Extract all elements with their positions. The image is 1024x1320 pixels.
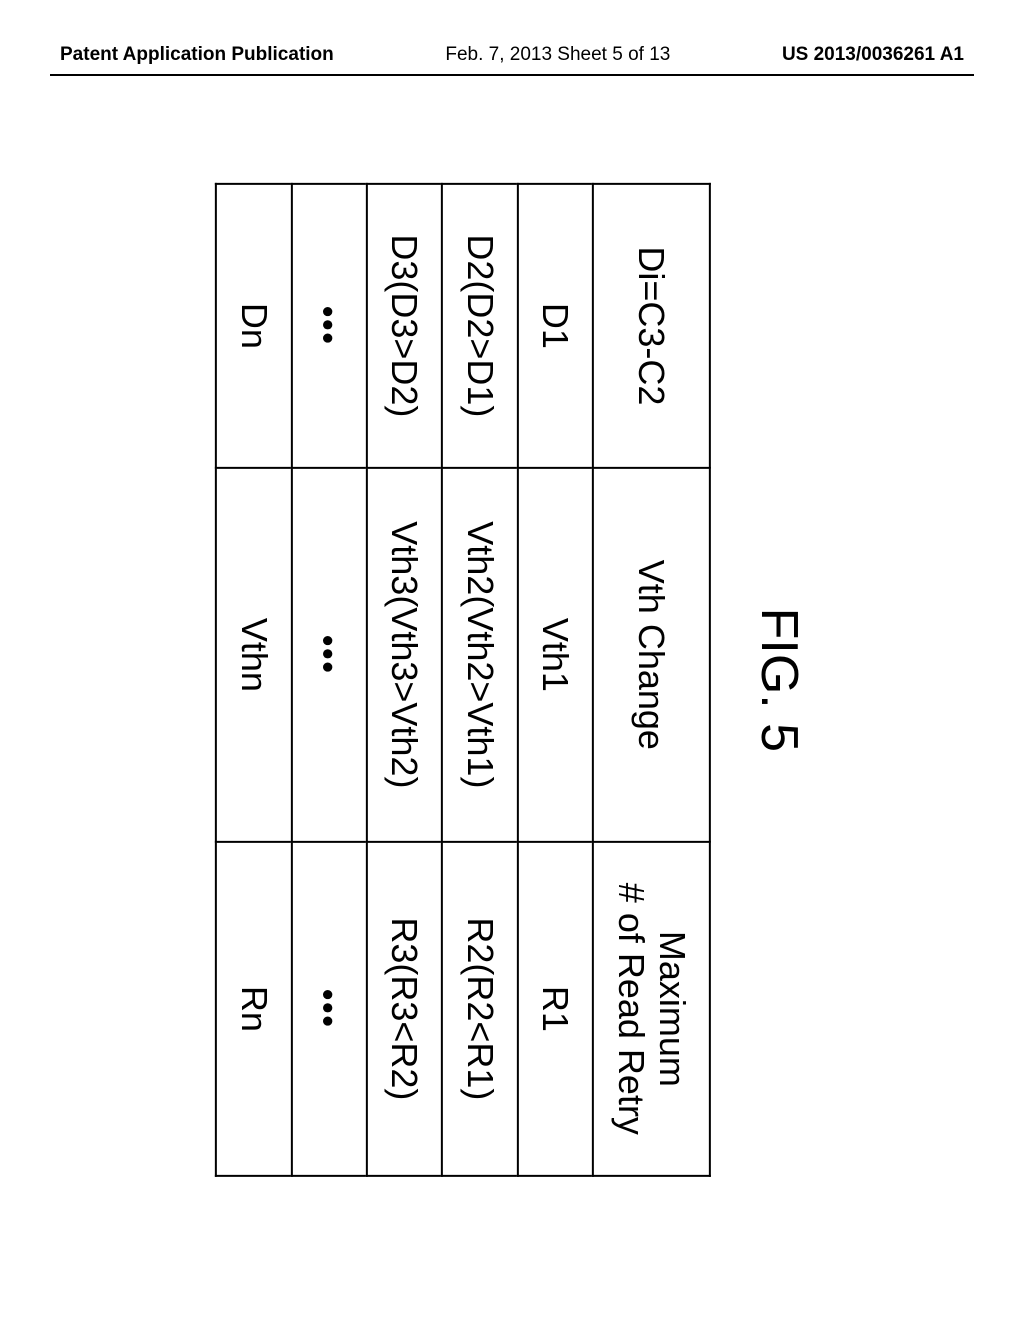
cell-r: R3(R3<R2) — [367, 842, 442, 1176]
cell-vth: Vth2(Vth2>Vth1) — [442, 468, 517, 842]
table-row-ellipsis: ••• ••• ••• — [292, 184, 367, 1176]
ellipsis-icon: ••• — [310, 306, 346, 346]
table-row: D1 Vth1 R1 — [518, 184, 593, 1176]
cell-r: Rn — [216, 842, 291, 1176]
col-header-readretry: Maximum# of Read Retry — [593, 842, 710, 1176]
page: Patent Application Publication Feb. 7, 2… — [0, 0, 1024, 1320]
header-center: Feb. 7, 2013 Sheet 5 of 13 — [445, 44, 670, 66]
rotated-figure: FIG. 5 Di=C3-C2 Vth Change Maximum# of R… — [215, 183, 809, 1177]
cell-di: Dn — [216, 184, 291, 468]
header-right: US 2013/0036261 A1 — [782, 44, 964, 66]
cell-di: D1 — [518, 184, 593, 468]
col-header-vth: Vth Change — [593, 468, 710, 842]
col-header-di: Di=C3-C2 — [593, 184, 710, 468]
cell-dots: ••• — [292, 184, 367, 468]
cell-vth: Vth3(Vth3>Vth2) — [367, 468, 442, 842]
header-rule — [50, 74, 974, 76]
cell-r: R2(R2<R1) — [442, 842, 517, 1176]
figure-label: FIG. 5 — [749, 183, 809, 1177]
cell-di: D2(D2>D1) — [442, 184, 517, 468]
cell-dots: ••• — [292, 842, 367, 1176]
cell-dots: ••• — [292, 468, 367, 842]
table-header-row: Di=C3-C2 Vth Change Maximum# of Read Ret… — [593, 184, 710, 1176]
ellipsis-icon: ••• — [310, 989, 346, 1029]
page-header: Patent Application Publication Feb. 7, 2… — [0, 44, 1024, 66]
cell-vth: Vthn — [216, 468, 291, 842]
cell-vth: Vth1 — [518, 468, 593, 842]
header-left: Patent Application Publication — [60, 44, 334, 66]
cell-di: D3(D3>D2) — [367, 184, 442, 468]
table-row: D3(D3>D2) Vth3(Vth3>Vth2) R3(R3<R2) — [367, 184, 442, 1176]
table-row: Dn Vthn Rn — [216, 184, 291, 1176]
data-table: Di=C3-C2 Vth Change Maximum# of Read Ret… — [215, 183, 711, 1177]
table-row: D2(D2>D1) Vth2(Vth2>Vth1) R2(R2<R1) — [442, 184, 517, 1176]
ellipsis-icon: ••• — [310, 635, 346, 675]
figure-content: FIG. 5 Di=C3-C2 Vth Change Maximum# of R… — [0, 130, 1024, 1230]
cell-r: R1 — [518, 842, 593, 1176]
